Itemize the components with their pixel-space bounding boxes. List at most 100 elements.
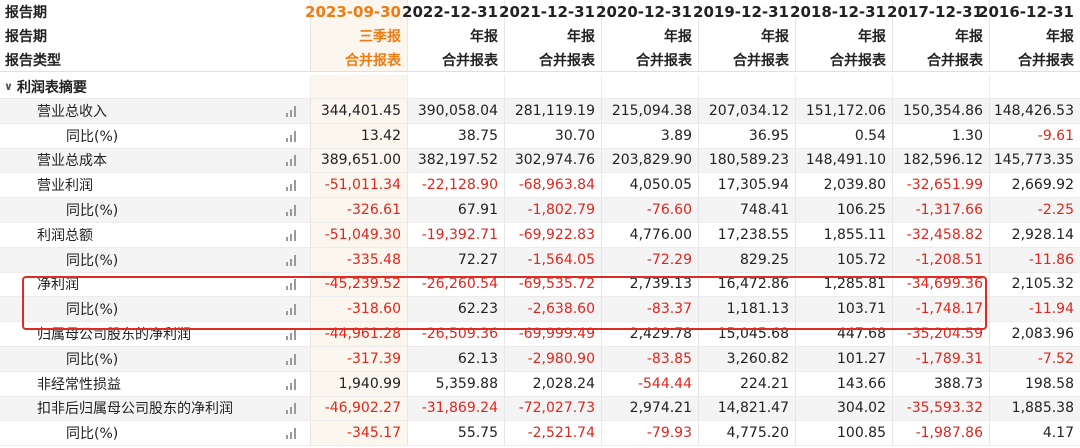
value-cell: 4.17 bbox=[989, 421, 1080, 446]
value-cell: 829.25 bbox=[698, 247, 795, 272]
bar-chart-icon[interactable] bbox=[286, 105, 299, 117]
bar-chart-icon[interactable] bbox=[286, 154, 299, 167]
header-period-cell: 三季报 bbox=[310, 24, 407, 48]
row-label: 营业总成本 bbox=[0, 149, 310, 173]
value-cell: 30.70 bbox=[504, 123, 601, 148]
section-title: 利润表摘要 bbox=[16, 79, 87, 96]
chevron-down-icon[interactable]: ∨ bbox=[4, 80, 13, 93]
value-cell: 3.89 bbox=[601, 123, 698, 148]
value-cell: -1,748.17 bbox=[892, 297, 989, 322]
row-label: 非经常性损益 bbox=[0, 372, 310, 396]
section-empty-cell bbox=[698, 75, 795, 98]
value-cell: 3,260.82 bbox=[698, 347, 795, 371]
header-period-cell: 年报 bbox=[698, 24, 795, 48]
value-cell: -1,564.05 bbox=[504, 247, 601, 272]
bar-chart-icon[interactable] bbox=[286, 353, 299, 365]
header-period-cell: 年报 bbox=[601, 24, 698, 48]
value-cell: -35,593.32 bbox=[892, 396, 989, 421]
value-cell: 2,083.96 bbox=[989, 322, 1080, 346]
table-row: 利润总额 -51,049.30 -19,392.71 -69,922.83 4,776.… bbox=[0, 223, 1080, 248]
bar-chart-icon[interactable] bbox=[286, 303, 299, 316]
row-label: 归属母公司股东的净利润 bbox=[0, 322, 310, 346]
header-date-cell: 2018-12-31 bbox=[790, 0, 892, 24]
value-cell: -72,027.73 bbox=[504, 396, 601, 421]
value-cell: -83.37 bbox=[601, 297, 698, 322]
bar-chart-icon[interactable] bbox=[286, 427, 299, 440]
value-cell: 382,197.52 bbox=[407, 148, 504, 173]
value-cell: -31,869.24 bbox=[407, 396, 504, 421]
header-type-cell: 合并报表 bbox=[310, 48, 407, 71]
value-cell: 1,285.81 bbox=[795, 272, 892, 297]
header-period-cell: 年报 bbox=[504, 24, 601, 48]
bar-chart-icon[interactable] bbox=[286, 179, 299, 192]
value-cell: 215,094.38 bbox=[601, 99, 698, 123]
header-date-cell: 2020-12-31 bbox=[596, 0, 698, 24]
table-row: 同比(%) -318.60 62.23 -2,638.60 -83.37 1,181.13… bbox=[0, 297, 1080, 323]
row-label-text: 同比(%) bbox=[66, 252, 119, 269]
section-empty-cell bbox=[989, 75, 1080, 98]
header-date-cell: 2022-12-31 bbox=[402, 0, 504, 24]
value-cell: -35,204.59 bbox=[892, 322, 989, 346]
value-cell: -22,128.90 bbox=[407, 173, 504, 198]
row-label-text: 同比(%) bbox=[66, 128, 119, 145]
value-cell: 1,885.38 bbox=[989, 396, 1080, 421]
header-date-cell: 2019-12-31 bbox=[693, 0, 795, 24]
row-label-text: 利润总额 bbox=[37, 227, 93, 244]
row-label: 同比(%) bbox=[0, 297, 310, 321]
value-cell: -83.85 bbox=[601, 347, 698, 371]
value-cell: 0.54 bbox=[795, 123, 892, 148]
value-cell: 224.21 bbox=[698, 371, 795, 396]
section-empty-cell bbox=[310, 75, 407, 98]
value-cell: 145,773.35 bbox=[989, 148, 1080, 173]
bar-chart-icon[interactable] bbox=[286, 130, 299, 142]
section-header[interactable]: ∨ 利润表摘要 bbox=[0, 75, 310, 98]
value-cell: -2,980.90 bbox=[504, 347, 601, 371]
bar-chart-icon[interactable] bbox=[286, 204, 299, 217]
value-cell: -11.86 bbox=[989, 247, 1080, 272]
value-cell: 2,739.13 bbox=[601, 272, 698, 297]
header-period-label: 报告期 bbox=[5, 29, 47, 45]
row-label: 净利润 bbox=[0, 273, 310, 297]
value-cell: -32,458.82 bbox=[892, 223, 989, 247]
value-cell: 4,775.20 bbox=[698, 421, 795, 446]
section-header-row[interactable]: ∨ 利润表摘要 bbox=[0, 75, 1080, 99]
bar-chart-icon[interactable] bbox=[286, 229, 299, 241]
value-cell: -46,902.27 bbox=[310, 396, 407, 421]
value-cell: -26,260.54 bbox=[407, 272, 504, 297]
value-cell: 143.66 bbox=[795, 371, 892, 396]
value-cell: -76.60 bbox=[601, 198, 698, 222]
value-cell: -11.94 bbox=[989, 297, 1080, 322]
header-type-cell: 合并报表 bbox=[989, 48, 1080, 71]
bar-chart-icon[interactable] bbox=[286, 378, 299, 390]
row-label: 同比(%) bbox=[0, 248, 310, 272]
value-cell: 72.27 bbox=[407, 247, 504, 272]
value-cell: 100.85 bbox=[795, 421, 892, 446]
table-row: 同比(%) -317.39 62.13 -2,980.90 -83.85 3,260.82… bbox=[0, 347, 1080, 372]
value-cell: 2,928.14 bbox=[989, 223, 1080, 247]
row-label: 同比(%) bbox=[0, 124, 310, 148]
table-row: 归属母公司股东的净利润 -44,961.28 -26,509.36 -69,999.4… bbox=[0, 322, 1080, 347]
bar-chart-icon[interactable] bbox=[286, 278, 299, 291]
value-cell: 4,050.05 bbox=[601, 173, 698, 198]
value-cell: -317.39 bbox=[310, 347, 407, 371]
row-label-text: 净利润 bbox=[37, 277, 79, 294]
header-type-cell: 合并报表 bbox=[504, 48, 601, 71]
section-empty-cell bbox=[795, 75, 892, 98]
value-cell: -68,963.84 bbox=[504, 173, 601, 198]
value-cell: 447.68 bbox=[795, 322, 892, 346]
value-cell: 748.41 bbox=[698, 198, 795, 222]
row-label: 利润总额 bbox=[0, 223, 310, 247]
header-type-row: 报告类型 合并报表 合并报表 合并报表 合并报表 合并报表 合并报表 合并报表 合并报表 bbox=[0, 48, 1080, 72]
table-row: 扣非后归属母公司股东的净利润 -46,902.27 -31,869.24 -72,02… bbox=[0, 396, 1080, 422]
bar-chart-icon[interactable] bbox=[286, 328, 299, 341]
row-label-text: 非经常性损益 bbox=[37, 376, 121, 393]
row-label-text: 营业利润 bbox=[37, 178, 93, 195]
header-period-cell: 年报 bbox=[795, 24, 892, 48]
bar-chart-icon[interactable] bbox=[286, 254, 299, 266]
section-empty-cell bbox=[892, 75, 989, 98]
header-type-cell: 合并报表 bbox=[407, 48, 504, 71]
value-cell: 4,776.00 bbox=[601, 223, 698, 247]
bar-chart-icon[interactable] bbox=[286, 402, 299, 415]
value-cell: -326.61 bbox=[310, 198, 407, 222]
value-cell: -44,961.28 bbox=[310, 322, 407, 346]
